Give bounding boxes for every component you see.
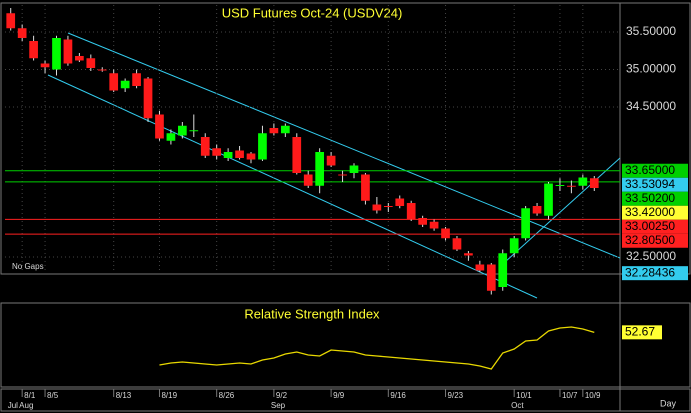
month-label: Oct — [511, 401, 524, 410]
support-line — [504, 157, 621, 263]
level-label-box — [622, 177, 688, 192]
candle-body — [418, 218, 427, 225]
candle-body — [143, 78, 153, 119]
level-label-box — [622, 219, 688, 234]
candle-body — [349, 165, 359, 173]
channel-lower — [47, 74, 538, 299]
x-tick-label: 8/26 — [219, 391, 235, 400]
candle-body — [109, 73, 119, 91]
candle-body — [52, 38, 61, 70]
rsi-title: Relative Strength Index — [244, 306, 380, 321]
candle-body — [372, 204, 382, 211]
level-label-box — [622, 266, 688, 281]
candle-body — [280, 125, 290, 134]
candle-body — [303, 174, 313, 186]
rsi-panel — [0, 302, 691, 388]
price-panel — [0, 2, 691, 275]
candle-body — [120, 80, 130, 89]
y-tick-label: 32.50000 — [626, 249, 676, 263]
x-tick-label: 8/19 — [161, 391, 177, 400]
candle-body — [40, 63, 50, 68]
x-tick-label: 9/16 — [390, 391, 406, 400]
candle-body — [246, 153, 256, 160]
y-tick-label: 35.00000 — [626, 62, 676, 76]
level-label: 33.00250 — [625, 219, 675, 233]
candle-body — [132, 73, 141, 86]
level-label: 33.53094 — [625, 177, 675, 191]
rsi-label-box — [622, 325, 662, 340]
level-label: 33.50200 — [625, 191, 675, 205]
candle-body — [86, 58, 96, 68]
candle-body — [509, 238, 519, 254]
level-label: 33.42000 — [625, 205, 675, 219]
candle-body — [200, 137, 210, 156]
level-label-box — [622, 163, 688, 178]
x-tick-label: 8/1 — [24, 391, 36, 400]
candle-body — [258, 133, 267, 160]
month-label: Aug — [19, 401, 33, 410]
candle-body — [452, 238, 462, 250]
x-tick-label: 10/7 — [562, 391, 578, 400]
candle-body — [567, 185, 576, 187]
chart-title: USD Futures Oct-24 (USDV24) — [222, 5, 403, 20]
level-label-box — [622, 205, 688, 220]
date-axis — [0, 388, 691, 412]
candle-body — [235, 150, 244, 158]
y-tick-label: 34.50000 — [626, 99, 676, 113]
candle-body — [555, 185, 565, 186]
level-label: 32.80500 — [625, 233, 675, 247]
candle-body — [532, 206, 542, 214]
x-axis-label: Day — [660, 398, 677, 408]
candle-body — [315, 152, 325, 186]
level-label-box — [622, 191, 688, 206]
x-tick-label: 9/2 — [276, 391, 288, 400]
month-label: Sep — [271, 401, 286, 410]
candle-body — [97, 69, 107, 71]
candle-body — [223, 152, 233, 158]
candle-body — [361, 174, 370, 201]
x-tick-label: 10/9 — [585, 391, 601, 400]
candle-body — [441, 228, 450, 239]
level-label: 32.28436 — [625, 265, 675, 279]
candle-body — [429, 221, 439, 229]
candle-body — [189, 130, 199, 132]
candle-body — [269, 128, 279, 134]
candle-body — [383, 206, 393, 207]
candle-body — [464, 253, 473, 256]
x-tick-label: 10/1 — [516, 391, 532, 400]
candle-body — [155, 114, 164, 139]
candle-body — [338, 174, 347, 176]
x-tick-label: 8/5 — [47, 391, 59, 400]
candle-body — [521, 208, 530, 239]
candle-body — [326, 155, 336, 166]
candle-body — [395, 198, 405, 206]
candle-body — [178, 125, 187, 136]
candle-body — [6, 13, 16, 29]
rsi-label: 52.67 — [625, 325, 655, 339]
candle-body — [589, 178, 599, 188]
level-label: 33.65000 — [625, 163, 675, 177]
candle-body — [292, 137, 302, 173]
candle-body — [75, 56, 84, 61]
candle-body — [63, 39, 73, 64]
candle-body — [475, 264, 485, 271]
month-label: Jul — [8, 401, 18, 410]
candle-body — [498, 253, 508, 287]
candle-body — [544, 183, 553, 216]
x-tick-label: 8/13 — [116, 391, 132, 400]
level-label-box — [622, 233, 688, 248]
candle-body — [212, 148, 222, 156]
candle-body — [166, 133, 176, 141]
rsi-line — [159, 326, 595, 370]
y-tick-label: 35.50000 — [626, 24, 676, 38]
candle-body — [406, 203, 416, 220]
candle-body — [17, 28, 27, 38]
note: No Gaps — [12, 262, 44, 271]
x-tick-label: 9/23 — [448, 391, 464, 400]
x-tick-label: 9/9 — [333, 391, 345, 400]
candle-body — [29, 41, 38, 59]
candle-body — [486, 264, 496, 291]
candle-body — [578, 177, 588, 186]
